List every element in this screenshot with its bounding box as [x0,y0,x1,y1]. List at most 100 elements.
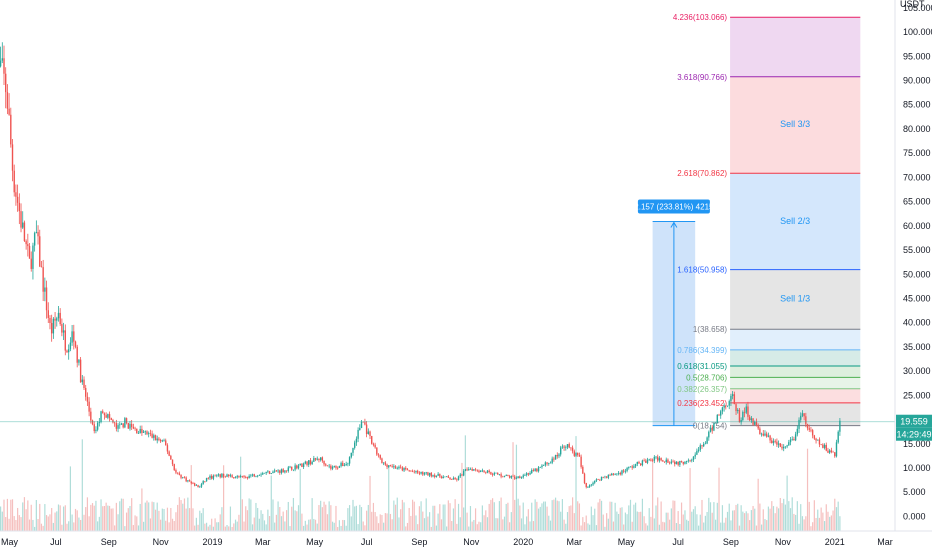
candle-body [527,473,530,475]
volume-bar [498,501,501,531]
volume-bar [600,500,603,531]
volume-bar [803,519,805,531]
volume-bar [345,525,347,531]
volume-bar [340,525,342,531]
volume-bar [20,517,22,531]
candle-body [667,459,669,463]
volume-bar [806,448,809,531]
candle-body [326,465,329,467]
candle-body [253,474,255,477]
candle-body [519,476,521,479]
volume-bar [205,522,208,531]
volume-bar [512,442,514,531]
candle-body [1,58,3,61]
candle-body [575,452,577,456]
volume-bar [837,501,839,531]
x-tick-label: Mar [255,537,271,547]
volume-bar [49,514,51,531]
candle-body [289,466,291,468]
volume-bar [158,510,160,531]
volume-bar [537,508,540,531]
volume-bar [769,508,771,531]
candle-body [239,476,242,478]
candle-body [828,450,831,453]
candle-body [302,463,305,467]
volume-bar [304,520,306,531]
candle-body [127,422,129,429]
volume-bar [556,500,558,531]
candle-body [406,469,409,471]
candle-body [503,476,506,477]
candle-body [774,440,776,442]
candle-body [340,462,342,467]
volume-bar [638,512,640,531]
candle-body [291,466,293,470]
candle-body [748,416,751,421]
candle-body [96,422,99,430]
volume-bar [580,525,582,531]
volume-bar [202,508,204,531]
y-tick-label: 75.000 [903,148,931,158]
x-tick-label: May [306,537,324,547]
volume-bar [71,514,73,531]
volume-bar [490,499,492,531]
candle-body [35,232,38,234]
volume-bar [742,511,744,531]
volume-bar [240,456,242,531]
volume-bar [78,517,80,531]
candle-body [231,475,233,478]
candle-body [810,429,812,431]
volume-bar [491,498,494,531]
candle-body [246,477,249,479]
volume-bar [56,511,58,531]
candle-body [81,379,84,383]
candle-body [382,462,385,464]
candle-body [217,474,220,476]
candle-body [699,445,701,450]
volume-bar [578,503,581,531]
y-tick-label: 60.000 [903,221,931,231]
candle-body [129,423,131,429]
volume-bar [154,509,157,531]
candle-body [582,466,584,474]
candle-body [105,415,107,418]
candle-body [626,467,628,471]
volume-bar [801,516,804,531]
candle-body [565,447,567,449]
candle-body [832,451,834,453]
volume-bar [789,508,792,531]
volume-bar [471,521,473,531]
volume-bar [228,526,230,531]
candle-body [779,443,782,447]
countdown-label: 14:29:49 [896,430,931,440]
price-range-measure[interactable]: 42.157 (233.81%) 42157 [630,199,719,427]
volume-bar [279,507,281,531]
candle-body [388,465,390,468]
candle-body [614,474,616,475]
candle-body [389,465,392,467]
volume-bar [52,522,54,531]
volume-bar [759,503,761,531]
volume-bar [663,522,666,531]
volume-bar [325,504,327,531]
candle-body [151,433,153,438]
candle-body [222,473,225,477]
fib-level-label: 0.5(28.706) [686,373,727,382]
candle-body [432,475,434,477]
candle-body [454,477,456,480]
volume-bar [66,523,68,531]
candle-body [212,475,215,479]
candle-body [228,474,230,477]
candle-body [716,414,719,423]
candle-body [587,486,589,488]
volume-bar [226,524,228,531]
candle-body [297,465,300,469]
volume-bar [476,524,478,531]
volume-bar [481,505,483,531]
candle-body [331,466,334,469]
candle-body [597,479,599,480]
candle-body [345,464,347,466]
volume-bar [406,522,409,531]
volume-bar [45,515,48,531]
